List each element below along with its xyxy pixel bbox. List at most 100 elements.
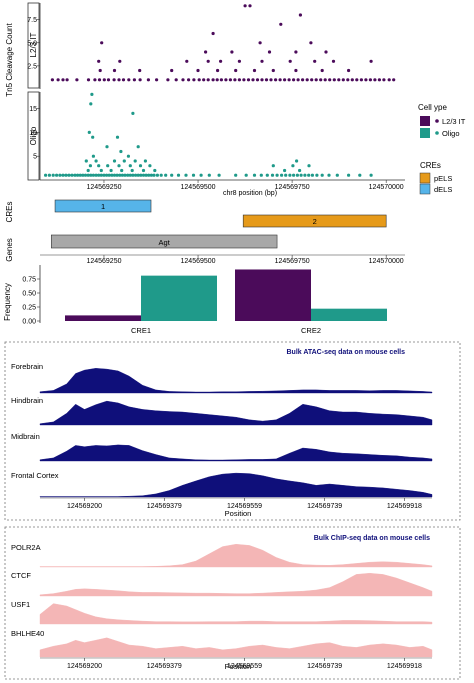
data-point xyxy=(50,78,55,82)
data-point xyxy=(89,173,93,177)
data-point xyxy=(174,78,178,82)
cres-panel: CREs 12 xyxy=(5,199,387,228)
legend-dot-oligo xyxy=(435,131,439,135)
data-point xyxy=(75,78,79,82)
data-point xyxy=(295,159,299,163)
data-point xyxy=(93,78,97,82)
legend-swatch-dels xyxy=(419,183,431,195)
data-point xyxy=(237,78,241,82)
track-label: Hindbrain xyxy=(11,396,43,405)
data-point xyxy=(106,164,110,168)
data-point xyxy=(347,68,351,73)
data-point xyxy=(132,78,136,82)
data-point xyxy=(234,68,238,73)
data-point xyxy=(138,68,142,73)
data-point xyxy=(324,50,328,54)
track-label: Midbrain xyxy=(11,432,40,441)
x-tick-label: 124569500 xyxy=(181,258,216,265)
data-point xyxy=(143,159,147,163)
data-point xyxy=(320,68,324,73)
frequency-panel: Frequency 0.00 0.25 0.50 0.75 CRE1 CRE2 xyxy=(3,265,387,335)
data-point xyxy=(337,78,341,82)
data-point xyxy=(134,173,138,177)
data-point xyxy=(128,173,132,177)
legend-dot-l23 xyxy=(435,119,439,123)
data-point xyxy=(112,68,117,73)
data-point xyxy=(117,78,121,82)
track-area xyxy=(39,472,433,498)
data-point xyxy=(131,111,135,115)
bulk-atac-box xyxy=(4,341,461,521)
bulk-atac-tracks: Forebrain Hindbrain Midbrain Frontal Cortex… xyxy=(11,362,433,510)
data-point xyxy=(107,173,111,177)
facet-label-oligo: Oligo xyxy=(29,126,38,145)
data-point xyxy=(252,68,257,73)
facet-strip-oligo xyxy=(27,91,40,181)
frequency-ylabel: Frequency xyxy=(3,283,12,321)
data-point xyxy=(146,78,150,82)
legend-label-l23: L2/3 IT xyxy=(442,117,466,126)
data-point xyxy=(246,78,251,82)
tn5-ylabel: Tn5 Cleavage Count xyxy=(5,23,14,97)
data-point xyxy=(392,78,396,82)
data-point xyxy=(78,173,82,177)
y-tick-label: 15 xyxy=(29,106,37,113)
x-tick-label: 124570000 xyxy=(369,184,404,191)
data-point xyxy=(106,78,111,82)
data-point xyxy=(61,173,65,177)
data-point xyxy=(211,31,215,36)
data-point xyxy=(117,164,121,168)
data-point xyxy=(294,68,298,73)
data-point xyxy=(206,78,210,82)
data-point xyxy=(97,59,101,63)
data-point xyxy=(138,78,142,82)
category-label: CRE2 xyxy=(301,326,321,335)
data-point xyxy=(287,78,291,82)
data-point xyxy=(260,78,264,82)
data-point xyxy=(115,135,120,139)
data-point xyxy=(86,168,90,173)
data-point xyxy=(155,78,159,82)
data-point xyxy=(159,173,163,177)
data-point xyxy=(70,173,74,177)
data-point xyxy=(128,164,132,168)
data-point xyxy=(100,41,104,45)
track-label: Forebrain xyxy=(11,362,43,371)
tn5-panel: Tn5 Cleavage Count L2/3 IT Oligo 2.5 5.0 7… xyxy=(5,2,405,197)
track-area xyxy=(39,572,433,597)
data-point xyxy=(119,149,123,154)
data-point xyxy=(88,164,92,168)
data-point xyxy=(237,59,241,63)
data-point xyxy=(105,173,109,177)
y-tick-label: 0.00 xyxy=(22,319,36,326)
data-point xyxy=(298,168,302,173)
data-point xyxy=(373,78,377,82)
data-point xyxy=(86,173,90,177)
y-tick-label: 0.50 xyxy=(22,291,36,298)
data-point xyxy=(264,78,269,82)
bulk-chip-panel: Bulk ChIP-seq data on mouse cells POLR2A… xyxy=(4,526,461,680)
data-point xyxy=(126,173,130,177)
data-point xyxy=(181,78,185,82)
data-point xyxy=(141,173,146,177)
data-point xyxy=(121,78,126,82)
data-point xyxy=(335,173,339,177)
frequency-chart: 0.00 0.25 0.50 0.75 CRE1 CRE2 xyxy=(22,265,387,335)
data-point xyxy=(191,173,196,177)
data-point xyxy=(267,50,272,54)
data-point xyxy=(244,173,248,177)
data-point xyxy=(310,78,314,82)
data-point xyxy=(120,173,124,177)
data-point xyxy=(303,173,307,177)
x-tick-label: 124569379 xyxy=(147,663,182,670)
data-point xyxy=(81,173,85,177)
data-point xyxy=(248,4,252,8)
data-point xyxy=(105,145,109,149)
legend-swatch-oligo xyxy=(420,128,430,138)
data-point xyxy=(118,59,122,63)
y-tick-label: 2.5 xyxy=(27,63,37,70)
data-point xyxy=(319,78,323,82)
y-tick-label: 0.75 xyxy=(22,277,36,284)
data-point xyxy=(269,78,273,82)
data-point xyxy=(242,78,246,82)
